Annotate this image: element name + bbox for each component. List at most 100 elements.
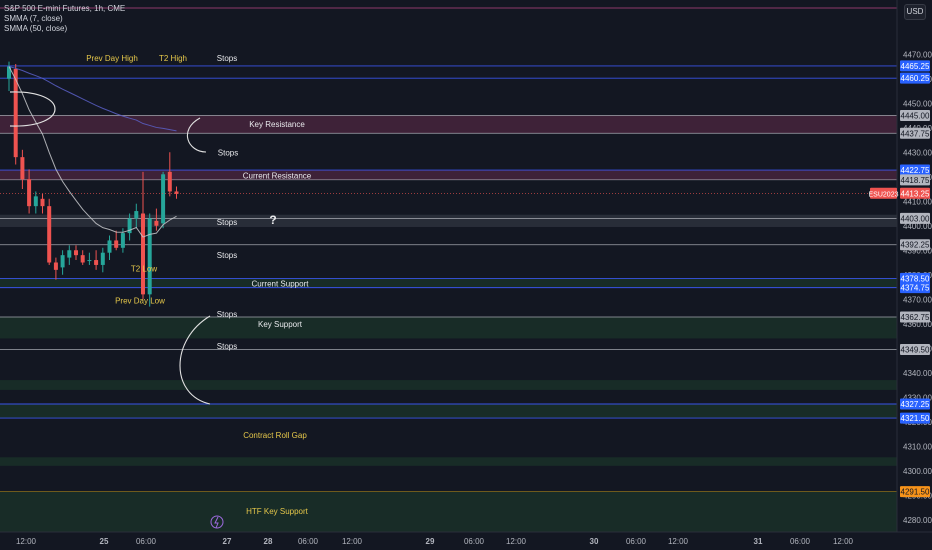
price-label: 4392.25 — [901, 241, 930, 250]
last-price-value: 4413.25 — [901, 189, 930, 198]
annotation-label: Stops — [217, 54, 237, 63]
price-label: 4291.50 — [901, 488, 930, 497]
x-tick-label: 27 — [223, 537, 232, 546]
annotation-label: T2 Low — [131, 265, 157, 274]
resistance-bracket-curve — [9, 91, 56, 127]
annotation-label: Stops — [217, 342, 237, 351]
price-label-bg — [900, 412, 930, 424]
y-tick-label: 4280.00 — [903, 516, 932, 525]
price-label-bg — [900, 164, 930, 176]
symbol-title[interactable]: S&P 500 E-mini Futures, 1h, CME — [4, 4, 126, 13]
zone-gray-2 — [0, 214, 897, 227]
x-tick-label: 12:00 — [833, 537, 854, 546]
annotation-label: HTF Key Support — [246, 507, 309, 516]
last-price-bg — [900, 187, 930, 199]
annotation-label: Current Resistance — [243, 172, 312, 181]
candle-body — [141, 213, 145, 295]
y-tick-label: 4410.00 — [903, 197, 932, 206]
candle-body — [60, 255, 65, 268]
x-tick-label: 06:00 — [298, 537, 319, 546]
x-tick-label: 12:00 — [16, 537, 37, 546]
zone-green-4 — [0, 317, 897, 339]
x-tick-label: 12:00 — [506, 537, 527, 546]
x-tick-label: 06:00 — [136, 537, 157, 546]
candle-body — [80, 255, 85, 263]
candle-body — [74, 250, 78, 256]
y-tick-label: 4340.00 — [903, 369, 932, 378]
y-tick-label: 4430.00 — [903, 148, 932, 157]
smma-50-line — [8, 66, 177, 132]
price-label-bg — [900, 60, 930, 72]
price-label: 4374.75 — [901, 284, 930, 293]
candle-body — [53, 262, 58, 270]
candle-body — [13, 68, 18, 158]
y-tick-label: 4400.00 — [903, 222, 932, 231]
price-label: 4418.75 — [901, 176, 930, 185]
candle-body — [40, 198, 45, 207]
candle-body — [94, 260, 99, 265]
candle-body — [100, 252, 105, 265]
x-tick-label: 29 — [426, 537, 435, 546]
indicator-smma-50[interactable]: SMMA (50, close) — [4, 24, 68, 33]
price-label-bg — [900, 282, 930, 294]
price-label: 4403.00 — [901, 214, 930, 223]
candle-body — [167, 171, 172, 192]
candle-body — [7, 66, 11, 79]
zone-green-3 — [0, 278, 897, 288]
zone-pink-0 — [0, 115, 897, 134]
price-label-bg — [900, 343, 930, 355]
price-label: 4465.25 — [901, 62, 930, 71]
y-tick-label: 4390.00 — [903, 246, 932, 255]
price-label-bg — [900, 174, 930, 186]
chart-legend: S&P 500 E-mini Futures, 1h, CME SMMA (7,… — [4, 4, 125, 34]
annotation-label: Prev Day Low — [115, 296, 165, 305]
x-tick-label: 06:00 — [790, 537, 811, 546]
candle-body — [134, 211, 139, 219]
x-tick-label: 25 — [100, 537, 109, 546]
y-tick-label: 4300.00 — [903, 467, 932, 476]
y-tick-label: 4370.00 — [903, 295, 932, 304]
zone-pink-1 — [0, 170, 897, 180]
x-tick-label: 06:00 — [464, 537, 485, 546]
price-label-bg — [900, 110, 930, 121]
candle-body — [33, 196, 38, 207]
y-tick-label: 4470.00 — [903, 50, 932, 59]
candle-body — [161, 174, 166, 224]
price-label-bg — [900, 127, 930, 139]
y-tick-label: 4360.00 — [903, 320, 932, 329]
zone-green-8 — [0, 491, 897, 532]
candle-body — [147, 218, 152, 295]
price-label: 4437.75 — [901, 129, 930, 138]
lightning-icon-bolt — [214, 516, 219, 529]
candle-body — [20, 157, 25, 180]
annotation-label: T2 High — [159, 54, 187, 63]
price-label-bg — [900, 239, 930, 251]
symbol-tag-bg — [870, 187, 897, 199]
indicator-smma-7[interactable]: SMMA (7, close) — [4, 14, 63, 23]
price-label: 4362.75 — [901, 313, 930, 322]
price-label: 4460.25 — [901, 74, 930, 83]
price-label-bg — [900, 398, 930, 410]
candle-body — [154, 220, 159, 226]
price-label-bg — [900, 272, 930, 284]
candle-body — [87, 260, 92, 262]
annotation-label: Stops — [217, 310, 237, 319]
price-label: 4327.25 — [901, 400, 930, 409]
y-tick-label: 4450.00 — [903, 99, 932, 108]
candle-body — [114, 240, 119, 248]
price-label-bg — [900, 311, 930, 323]
candle-body — [127, 218, 132, 234]
annotation-label: Stops — [217, 251, 237, 260]
lightning-icon — [210, 515, 224, 529]
symbol-tag: ESU2023 — [869, 191, 899, 198]
candle-body — [47, 206, 52, 263]
x-tick-label: 28 — [264, 537, 273, 546]
annotation-label: Stops — [218, 148, 238, 157]
annotation-label: Stops — [217, 218, 237, 227]
x-tick-label: 12:00 — [342, 537, 363, 546]
currency-badge[interactable]: USD — [904, 4, 926, 20]
annotation-label: Key Support — [258, 320, 303, 329]
y-tick-label: 4330.00 — [903, 393, 932, 402]
